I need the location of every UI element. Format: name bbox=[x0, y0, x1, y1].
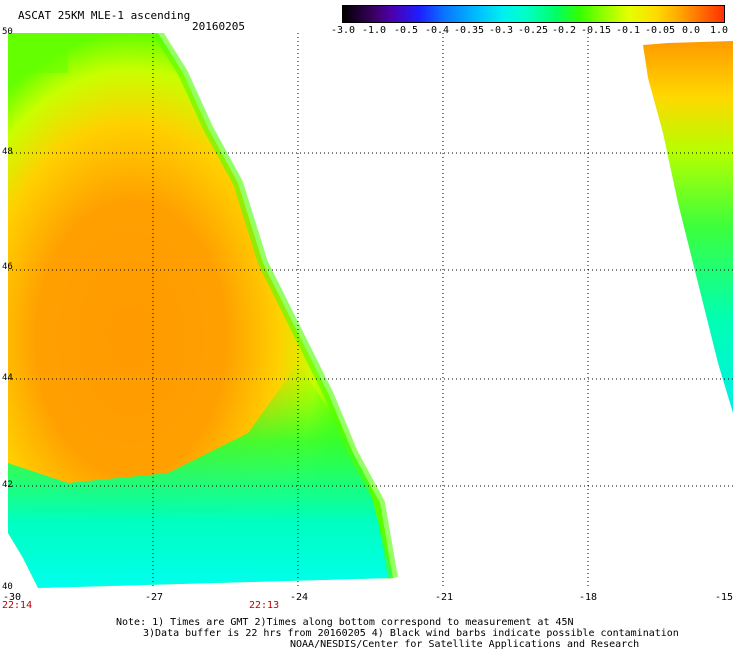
color-scale-bar bbox=[342, 5, 725, 23]
lon-label: -24 bbox=[289, 592, 309, 603]
colorbar-label: -3.0 bbox=[330, 25, 356, 36]
lon-label: -18 bbox=[578, 592, 598, 603]
lon-label: -30 bbox=[2, 592, 22, 603]
lon-label: -21 bbox=[434, 592, 454, 603]
colorbar-label: -0.4 bbox=[424, 25, 450, 36]
credit-line: NOAA/NESDIS/Center for Satellite Applica… bbox=[290, 639, 640, 650]
colorbar-label: 1.0 bbox=[709, 25, 729, 36]
colorbar-label: -0.2 bbox=[551, 25, 577, 36]
lat-label: 42 bbox=[2, 480, 13, 490]
lat-label: 50 bbox=[2, 27, 13, 37]
time-label: 22:13 bbox=[249, 600, 280, 611]
swath-right bbox=[643, 41, 733, 413]
colorbar-label: -0.15 bbox=[580, 25, 612, 36]
note-line: Note: 1) Times are GMT 2)Times along bot… bbox=[116, 617, 574, 628]
lon-label: -15 bbox=[714, 592, 734, 603]
colorbar-label: -0.1 bbox=[615, 25, 641, 36]
lat-label: 44 bbox=[2, 373, 13, 383]
colorbar-label: -0.25 bbox=[517, 25, 549, 36]
colorbar-label: -0.5 bbox=[393, 25, 419, 36]
map-title: ASCAT 25KM MLE-1 ascending bbox=[18, 9, 191, 22]
graticule bbox=[8, 33, 733, 588]
wind-data-map bbox=[8, 33, 733, 588]
lat-label: 46 bbox=[2, 262, 13, 272]
colorbar-label: -0.05 bbox=[644, 25, 676, 36]
time-label: 22:14 bbox=[2, 600, 33, 611]
note-line: 3)Data buffer is 22 hrs from 20160205 4)… bbox=[143, 628, 679, 639]
colorbar-label: -1.0 bbox=[361, 25, 387, 36]
colorbar-label: -0.3 bbox=[488, 25, 514, 36]
lon-label: -27 bbox=[144, 592, 164, 603]
lat-label: 40 bbox=[2, 582, 13, 592]
colorbar-label: -0.35 bbox=[453, 25, 485, 36]
swath-left bbox=[8, 33, 398, 588]
colorbar-label: 0.0 bbox=[681, 25, 701, 36]
lat-label: 48 bbox=[2, 147, 13, 157]
map-date: 20160205 bbox=[192, 20, 245, 33]
